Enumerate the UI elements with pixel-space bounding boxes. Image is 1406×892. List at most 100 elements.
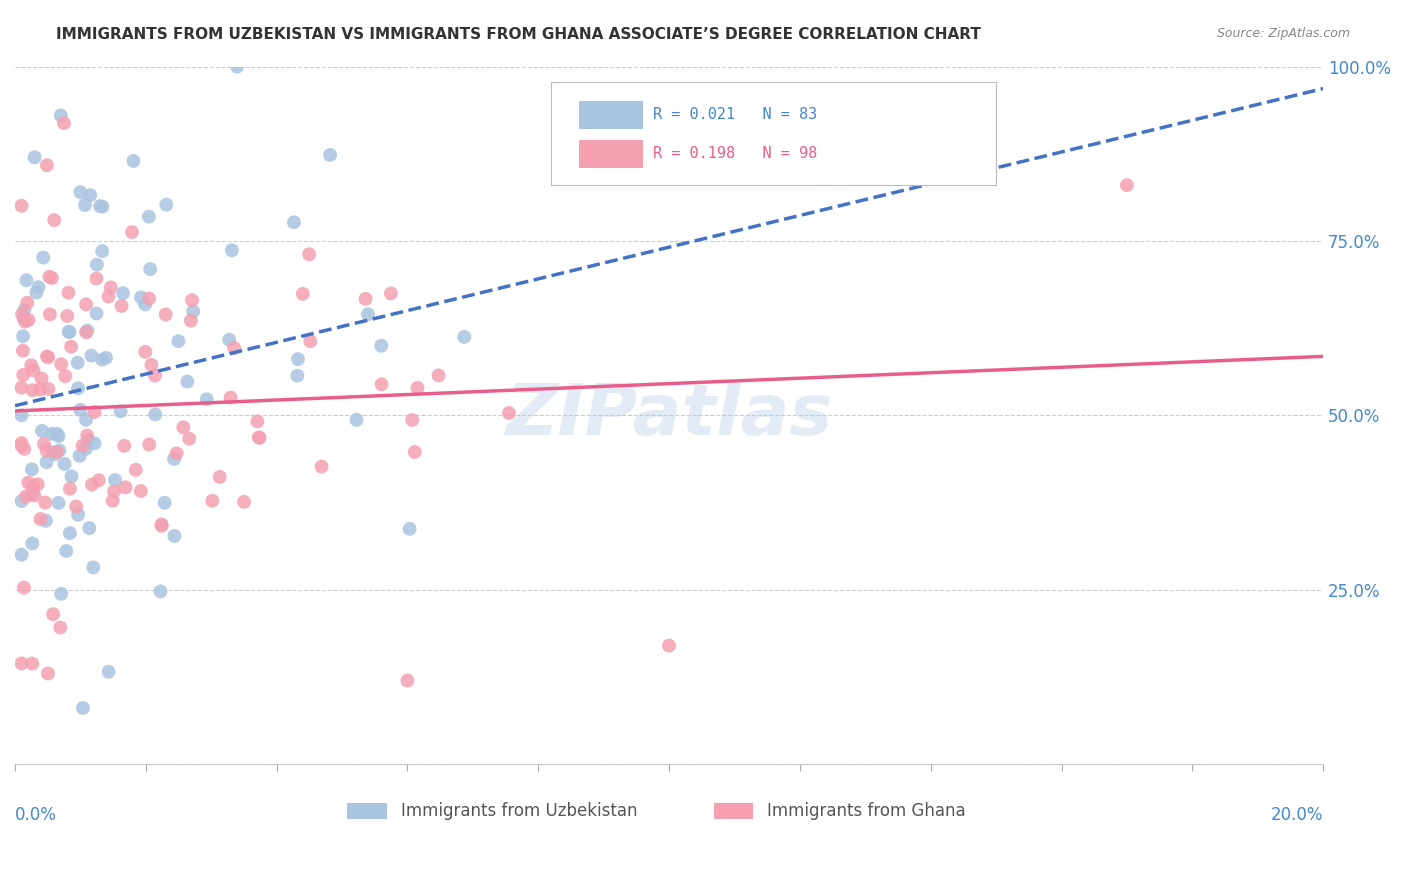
Point — [10, 436, 32, 450]
Point — [75, 297, 97, 311]
Point — [37, 382, 59, 396]
Point — [35, 350, 58, 364]
Point — [91, 200, 114, 214]
Point — [155, 198, 177, 212]
Point — [10, 494, 32, 508]
Text: 0.0%: 0.0% — [15, 806, 56, 824]
Point — [14, 490, 37, 504]
Point — [10, 199, 32, 213]
Point — [129, 483, 152, 498]
Point — [97, 665, 120, 679]
Point — [346, 413, 368, 427]
Point — [285, 368, 308, 383]
Point — [48, 443, 70, 458]
Point — [129, 290, 152, 304]
Point — [32, 251, 55, 265]
Point — [42, 445, 65, 459]
Point — [35, 514, 58, 528]
Point — [1116, 178, 1139, 193]
Point — [15, 273, 38, 287]
Point — [125, 463, 148, 477]
Point — [31, 371, 53, 385]
Point — [10, 439, 32, 453]
Point — [80, 477, 103, 491]
Point — [37, 350, 59, 364]
Point — [110, 299, 132, 313]
Point — [134, 344, 156, 359]
Point — [291, 286, 314, 301]
Point — [380, 286, 402, 301]
Point — [69, 403, 91, 417]
Point — [66, 356, 89, 370]
Point — [10, 548, 32, 562]
Point — [370, 339, 392, 353]
Point — [31, 424, 53, 438]
Point — [138, 210, 160, 224]
Point — [14, 315, 37, 329]
Point — [45, 445, 67, 459]
Point — [38, 307, 60, 321]
Point — [218, 333, 240, 347]
Point — [401, 413, 423, 427]
Text: R = 0.021   N = 83: R = 0.021 N = 83 — [654, 107, 818, 122]
Text: IMMIGRANTS FROM UZBEKISTAN VS IMMIGRANTS FROM GHANA ASSOCIATE’S DEGREE CORRELATI: IMMIGRANTS FROM UZBEKISTAN VS IMMIGRANTS… — [56, 27, 981, 42]
Point — [181, 293, 204, 308]
Point — [86, 306, 108, 320]
Point — [20, 486, 42, 500]
Point — [179, 432, 201, 446]
Point — [22, 363, 45, 377]
Point — [41, 271, 63, 285]
Point — [21, 536, 44, 550]
Point — [247, 430, 270, 444]
Point — [27, 280, 49, 294]
Point — [404, 445, 426, 459]
Point — [13, 368, 35, 382]
Point — [80, 349, 103, 363]
Point — [287, 352, 309, 367]
Point — [38, 269, 60, 284]
Point — [44, 213, 66, 227]
Point — [354, 292, 377, 306]
Text: Source: ZipAtlas.com: Source: ZipAtlas.com — [1216, 27, 1350, 40]
Point — [13, 302, 35, 317]
Point — [69, 185, 91, 199]
Point — [149, 584, 172, 599]
Point — [103, 484, 125, 499]
Point — [13, 311, 35, 326]
Point — [398, 522, 420, 536]
Point — [76, 428, 98, 442]
Point — [72, 701, 94, 715]
Point — [35, 158, 58, 172]
Point — [150, 517, 173, 532]
FancyBboxPatch shape — [579, 140, 643, 168]
Point — [112, 439, 135, 453]
Point — [134, 297, 156, 311]
Point — [53, 457, 76, 471]
Point — [76, 324, 98, 338]
Point — [59, 482, 82, 496]
Point — [75, 442, 97, 456]
Point — [138, 437, 160, 451]
Point — [172, 420, 194, 434]
Point — [11, 329, 34, 343]
Point — [21, 462, 44, 476]
Point — [42, 607, 65, 622]
Point — [249, 431, 271, 445]
Point — [35, 455, 58, 469]
Point — [27, 477, 49, 491]
Point — [176, 375, 198, 389]
Point — [181, 304, 204, 318]
Point — [86, 271, 108, 285]
Point — [299, 334, 322, 349]
Point — [35, 444, 58, 458]
Point — [48, 496, 70, 510]
Point — [406, 381, 429, 395]
Point — [73, 198, 96, 212]
Point — [44, 447, 66, 461]
Point — [20, 359, 42, 373]
Point — [91, 352, 114, 367]
Point — [226, 60, 249, 74]
Point — [370, 377, 392, 392]
Point — [122, 153, 145, 168]
Point — [11, 343, 34, 358]
